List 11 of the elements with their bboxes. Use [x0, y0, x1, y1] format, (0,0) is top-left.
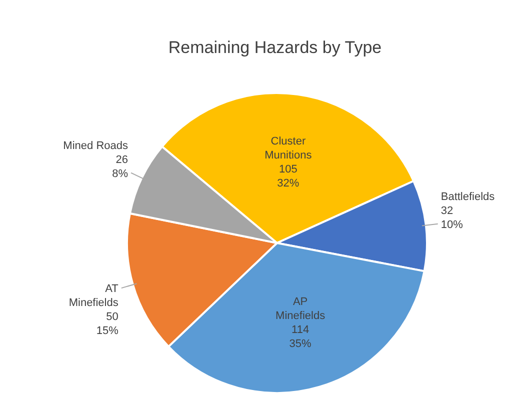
slice-label: Cluster Munitions: [264, 135, 312, 162]
chart-title: Remaining Hazards by Type: [168, 38, 382, 57]
data-label: 114 35%: [289, 324, 312, 350]
data-label: 32 10%: [440, 204, 464, 231]
data-label: 105 32%: [277, 163, 300, 190]
data-label: 26 8%: [112, 154, 128, 180]
data-label: 50 15%: [96, 311, 119, 338]
slice-label: Battlefields: [440, 190, 496, 203]
slice-label: AT Minefields: [68, 283, 119, 310]
slice-label: AP Minefields: [276, 296, 326, 322]
slice-label: Mined Roads: [63, 140, 128, 152]
